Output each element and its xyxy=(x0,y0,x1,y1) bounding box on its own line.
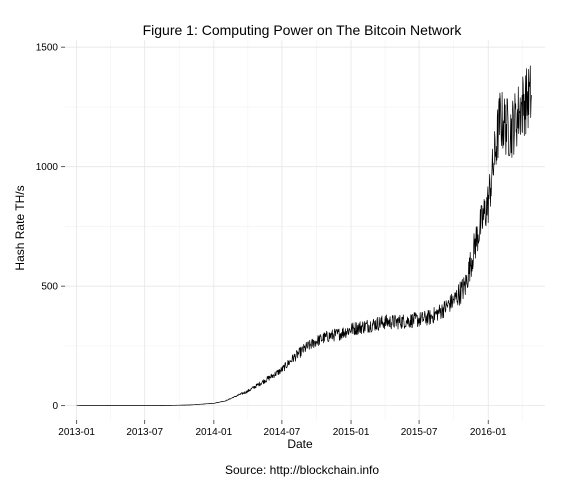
x-tick-label: 2016-01 xyxy=(470,427,507,438)
y-tick-label: 0 xyxy=(52,401,58,412)
chart-title: Figure 1: Computing Power on The Bitcoin… xyxy=(143,22,463,38)
grid xyxy=(65,40,545,420)
x-tick-label: 2013-01 xyxy=(58,427,95,438)
y-axis-title: Hash Rate TH/s xyxy=(13,185,27,270)
x-tick-label: 2014-07 xyxy=(264,427,301,438)
x-tick-label: 2014-01 xyxy=(195,427,232,438)
y-tick-label: 1500 xyxy=(36,43,59,54)
y-tick-label: 1000 xyxy=(36,162,59,173)
y-tick-label: 500 xyxy=(41,282,58,293)
axis-ticks: 0 500 1000 1500 2013-01 2013-07 2014-01 2014-07… xyxy=(36,43,507,438)
x-tick-label: 2013-07 xyxy=(126,427,163,438)
x-tick-label: 2015-01 xyxy=(333,427,370,438)
source-caption: Source: http://blockchain.info xyxy=(225,463,379,477)
x-tick-label: 2015-07 xyxy=(401,427,438,438)
hash-rate-series-line xyxy=(76,65,532,407)
x-axis-title: Date xyxy=(287,437,313,451)
